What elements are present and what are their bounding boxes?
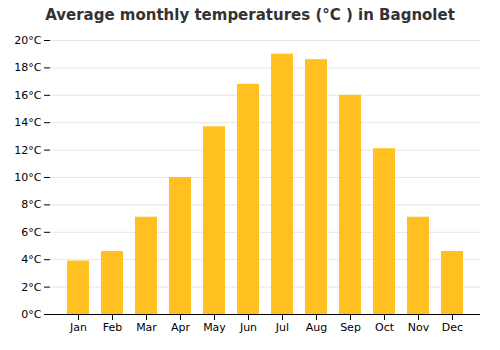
svg-text:Nov: Nov xyxy=(408,321,430,334)
svg-text:16°C: 16°C xyxy=(14,89,41,102)
svg-text:18°C: 18°C xyxy=(14,61,41,74)
html-text:Average monthly temperatures (: Average monthly temperatures (°C ) in Ba… xyxy=(45,6,455,24)
svg-text:Oct: Oct xyxy=(375,321,395,334)
svg-text:0°C: 0°C xyxy=(21,308,41,321)
svg-text:Jul: Jul xyxy=(275,321,289,334)
svg-text:6°C: 6°C xyxy=(21,226,41,239)
svg-text:Mar: Mar xyxy=(136,321,157,334)
svg-text:10°C: 10°C xyxy=(14,171,41,184)
svg-text:8°C: 8°C xyxy=(21,198,41,211)
svg-text:May: May xyxy=(203,321,226,334)
svg-text:Dec: Dec xyxy=(442,321,463,334)
svg-text:Feb: Feb xyxy=(103,321,122,334)
svg-text:4°C: 4°C xyxy=(21,253,41,266)
svg-text:Sep: Sep xyxy=(340,321,361,334)
svg-text:Apr: Apr xyxy=(171,321,191,334)
svg-text:2°C: 2°C xyxy=(21,281,41,294)
svg-text:20°C: 20°C xyxy=(14,34,41,47)
svg-text:Jan: Jan xyxy=(69,321,87,334)
svg-text:Jun: Jun xyxy=(239,321,257,334)
svg-text:14°C: 14°C xyxy=(14,116,41,129)
svg-text:12°C: 12°C xyxy=(14,144,41,157)
svg-text:Aug: Aug xyxy=(306,321,327,334)
